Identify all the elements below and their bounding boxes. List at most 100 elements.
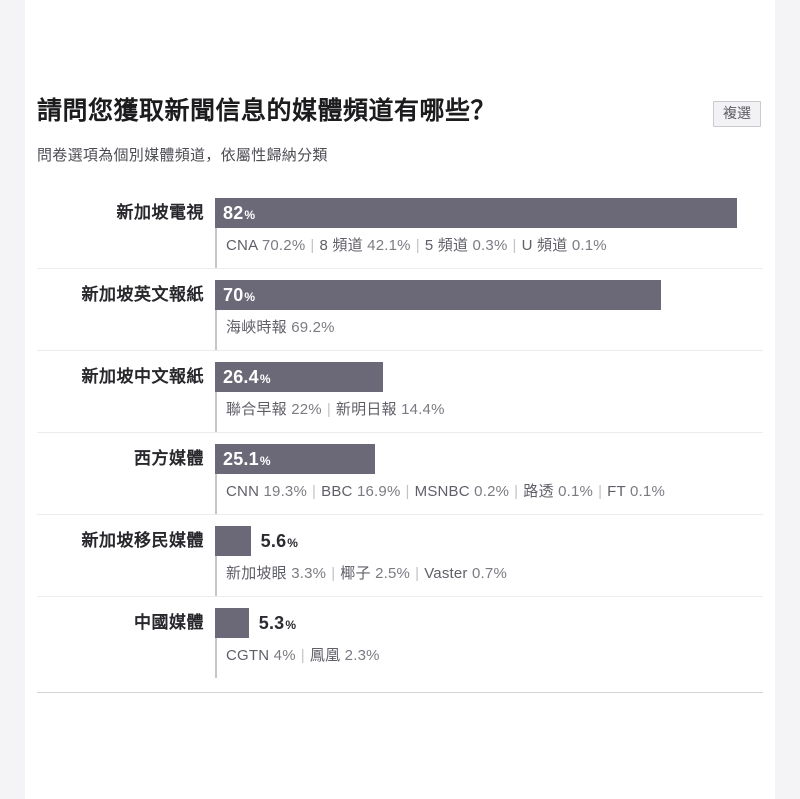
bar-area: 5.3% CGTN 4% | 鳳凰 2.3%: [215, 608, 763, 679]
breakdown-item: 5 頻道 0.3%: [425, 237, 508, 254]
bar-value-label: 5.6: [260, 530, 287, 551]
breakdown-item-value: 14.4%: [401, 401, 445, 419]
breakdown-item: Vaster 0.7%: [424, 565, 507, 582]
breakdown-item-value: 69.2%: [291, 319, 335, 337]
category-label: 新加坡中文報紙: [81, 367, 204, 387]
breakdown-item: 8 頻道 42.1%: [319, 237, 410, 254]
breakdown-separator: |: [331, 565, 336, 583]
percent-sign: %: [287, 535, 299, 550]
bar-value: 5.3%: [249, 613, 297, 634]
percent-sign: %: [285, 617, 297, 632]
breakdown-item-value: 0.2%: [474, 483, 510, 501]
breakdown-separator: |: [415, 237, 420, 255]
bar-line: 70%: [215, 280, 763, 311]
breakdown-item-value: 2.3%: [344, 647, 380, 665]
chart-row: 新加坡中文報紙 26.4% 聯合早報 22% | 新明日報 14.4%: [37, 350, 763, 433]
bar[interactable]: 26.4%: [215, 362, 384, 393]
bar-area: 25.1% CNN 19.3% | BBC 16.9% | MSNBC 0.2% | 路透 0…: [215, 444, 763, 515]
bar-line: 5.6%: [215, 526, 763, 557]
bar[interactable]: 82%: [215, 198, 738, 229]
breakdown-item: MSNBC 0.2%: [415, 483, 510, 500]
breakdown-item-name: CGTN: [226, 647, 270, 665]
breakdown-item-name: MSNBC: [414, 483, 470, 501]
chart-subtitle: 問卷選項為個別媒體頻道，依屬性歸納分類: [37, 147, 328, 165]
chart-row-main: 新加坡中文報紙 26.4% 聯合早報 22% | 新明日報 14.4%: [37, 351, 763, 433]
bar-line: 82%: [215, 198, 763, 229]
breakdown-item: U 頻道 0.1%: [522, 237, 607, 254]
bar-value-label: 25.1: [223, 448, 259, 469]
bar-area: 26.4% 聯合早報 22% | 新明日報 14.4%: [215, 362, 763, 433]
breakdown-item-value: 0.1%: [630, 483, 666, 501]
chart-row-main: 新加坡英文報紙 70% 海峽時報 69.2%: [37, 269, 763, 351]
page-title: 請問您獲取新聞信息的媒體頻道有哪些？: [37, 97, 497, 125]
category-label: 新加坡移民媒體: [81, 531, 204, 551]
chart-row: 新加坡電視 82% CNA 70.2% | 8 頻道 42.1% | 5 頻道 0.3% | U…: [37, 187, 763, 269]
bar-value-label: 70: [223, 284, 244, 305]
breakdown-separator: |: [326, 401, 331, 419]
title-row: 請問您獲取新聞信息的媒體頻道有哪些？ 複選: [37, 96, 763, 127]
breakdown-separator: |: [405, 483, 410, 501]
breakdown-item-name: BBC: [321, 483, 353, 501]
bar-value-label: 26.4: [223, 366, 259, 387]
breakdown-separator: |: [598, 483, 603, 501]
breakdown-item-name: 新明日報: [335, 401, 397, 419]
breakdown-item-name: 8 頻道: [319, 237, 363, 255]
bar-line: 5.3%: [215, 608, 763, 639]
percent-sign: %: [244, 207, 256, 222]
bar-chart: 新加坡電視 82% CNA 70.2% | 8 頻道 42.1% | 5 頻道 0.3% | U…: [37, 187, 763, 679]
chart-row: 新加坡移民媒體 5.6% 新加坡眼 3.3% | 椰子 2.5% | Vaster 0.7%: [37, 514, 763, 597]
breakdown-item-name: FT: [607, 483, 626, 501]
percent-sign: %: [244, 289, 256, 304]
bar-line: 25.1%: [215, 444, 763, 475]
breakdown-item-name: 新加坡眼: [226, 565, 287, 583]
breakdown-item: 路透 0.1%: [523, 483, 593, 500]
breakdown-item: 新加坡眼 3.3%: [226, 565, 326, 582]
bar-value-label: 5.3: [258, 612, 285, 633]
bar-line: 26.4%: [215, 362, 763, 393]
chart-row-main: 西方媒體 25.1% CNN 19.3% | BBC 16.9% | MSNBC 0.2% |…: [37, 433, 763, 515]
bar-value: 26.4%: [215, 367, 271, 388]
bar-area: 82% CNA 70.2% | 8 頻道 42.1% | 5 頻道 0.3% | U 頻道 0…: [215, 198, 763, 269]
chart-row-main: 新加坡移民媒體 5.6% 新加坡眼 3.3% | 椰子 2.5% | Vaster 0.7%: [37, 515, 763, 597]
breakdown-item: 鳳凰 2.3%: [310, 647, 380, 664]
breakdown-item-value: 19.3%: [263, 483, 308, 501]
bar[interactable]: [215, 526, 251, 557]
breakdown-item: CNA 70.2%: [226, 237, 305, 254]
bar[interactable]: [215, 608, 249, 639]
bar[interactable]: 70%: [215, 280, 661, 311]
percent-sign: %: [259, 371, 271, 386]
chart-row-main: 中國媒體 5.3% CGTN 4% | 鳳凰 2.3%: [37, 597, 763, 679]
breakdown-list: 新加坡眼 3.3% | 椰子 2.5% | Vaster 0.7%: [215, 556, 763, 597]
breakdown-list: CGTN 4% | 鳳凰 2.3%: [215, 638, 763, 679]
breakdown-item-value: 2.5%: [375, 565, 411, 583]
breakdown-item-value: 16.9%: [356, 483, 401, 501]
breakdown-item: 聯合早報 22%: [226, 401, 322, 418]
bar-area: 5.6% 新加坡眼 3.3% | 椰子 2.5% | Vaster 0.7%: [215, 526, 763, 597]
multi-select-badge: 複選: [713, 101, 761, 127]
footer-divider: [37, 692, 763, 694]
breakdown-item-name: 5 頻道: [424, 237, 469, 255]
breakdown-item-name: 鳳凰: [309, 647, 341, 665]
breakdown-item: 椰子 2.5%: [340, 565, 410, 582]
chart-row-main: 新加坡電視 82% CNA 70.2% | 8 頻道 42.1% | 5 頻道 0.3% | U…: [37, 187, 763, 269]
category-label: 新加坡英文報紙: [81, 285, 204, 305]
breakdown-item-name: 路透: [523, 483, 554, 501]
breakdown-item-name: CNA: [226, 237, 258, 255]
breakdown-separator: |: [310, 237, 315, 255]
bar[interactable]: 25.1%: [215, 444, 375, 475]
breakdown-separator: |: [512, 237, 517, 255]
breakdown-list: 海峽時報 69.2%: [215, 310, 763, 351]
breakdown-item-name: 聯合早報: [226, 401, 287, 419]
chart-row: 西方媒體 25.1% CNN 19.3% | BBC 16.9% | MSNBC 0.2% |…: [37, 432, 763, 515]
percent-sign: %: [259, 453, 271, 468]
breakdown-item-value: 70.2%: [261, 237, 306, 255]
breakdown-separator: |: [514, 483, 519, 501]
breakdown-list: CNN 19.3% | BBC 16.9% | MSNBC 0.2% | 路透 0.1% | F…: [215, 474, 763, 515]
breakdown-item-name: Vaster: [424, 565, 468, 583]
category-label: 西方媒體: [134, 449, 204, 469]
category-label: 中國媒體: [134, 613, 204, 633]
breakdown-item-value: 0.1%: [558, 483, 594, 501]
breakdown-item-value: 0.3%: [472, 237, 508, 255]
bar-value: 25.1%: [215, 449, 271, 470]
